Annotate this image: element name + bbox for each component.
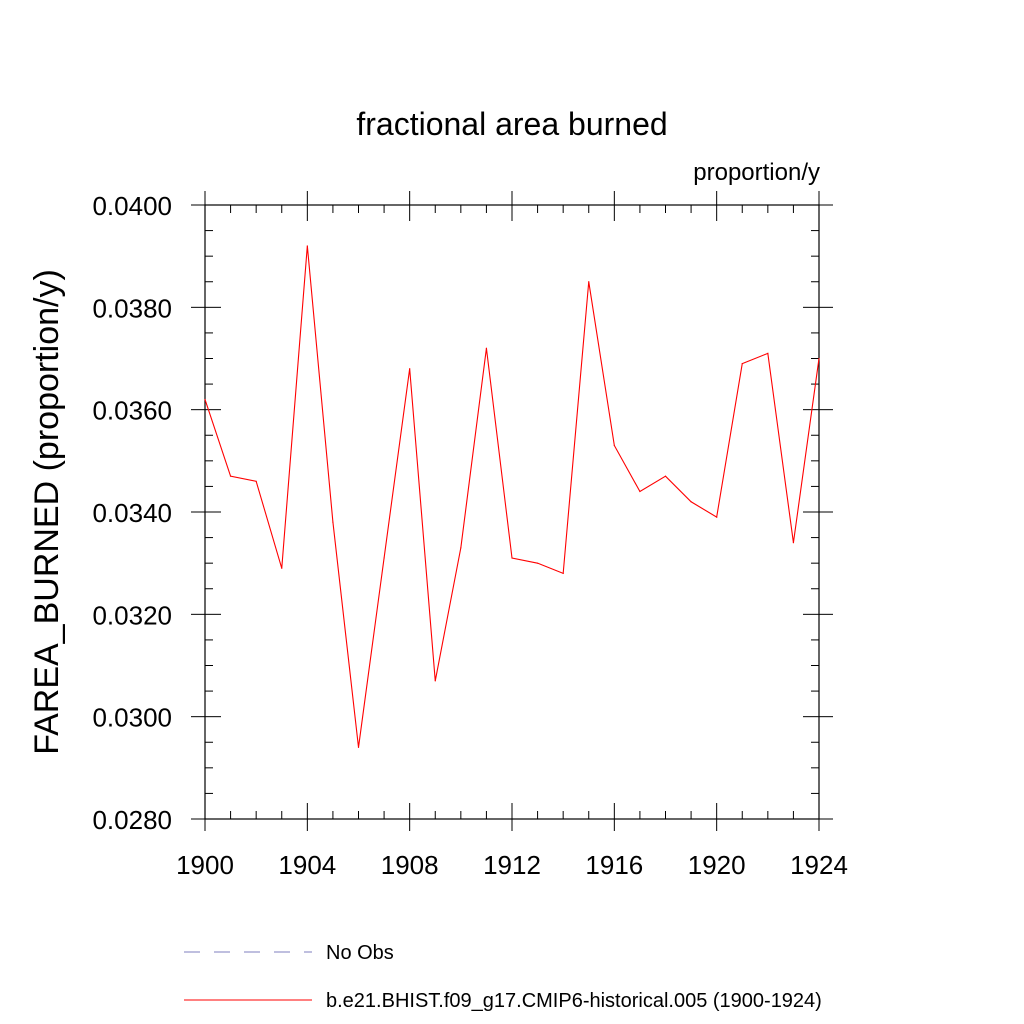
series-layer <box>204 245 820 748</box>
data-point <box>664 475 667 477</box>
chart-title: fractional area burned <box>356 106 667 142</box>
x-tick-label: 1916 <box>585 850 643 880</box>
y-axis: 0.0280 0.0300 0.0320 0.0340 0.0360 0.0380 0.04… <box>92 191 833 835</box>
data-point <box>613 444 615 447</box>
y-tick-label: 0.0380 <box>92 293 172 323</box>
legend: No Obs b.e21.BHIST.f09_g17.CMIP6-historic… <box>184 942 822 1012</box>
data-point <box>460 547 462 549</box>
data-point <box>434 680 436 682</box>
data-point <box>306 245 308 247</box>
data-point <box>818 357 820 360</box>
y-tick-label: 0.0280 <box>92 805 172 835</box>
x-tick-label: 1900 <box>176 850 234 880</box>
data-point <box>383 557 385 559</box>
data-point <box>562 572 564 575</box>
x-tick-label: 1912 <box>483 850 541 880</box>
x-tick-label: 1920 <box>688 850 746 880</box>
data-point <box>767 352 769 354</box>
x-tick-label: 1924 <box>790 850 848 880</box>
data-point <box>536 562 539 564</box>
data-point <box>281 567 283 569</box>
data-point <box>409 368 411 370</box>
y-axis-label: FAREA_BURNED (proportion/y) <box>28 269 66 755</box>
units-label: proportion/y <box>693 159 820 186</box>
data-point <box>485 347 488 349</box>
data-point <box>204 398 206 401</box>
x-tick-label: 1904 <box>278 850 336 880</box>
x-axis: 1900 1904 1908 1912 1916 1920 1924 <box>176 191 848 880</box>
data-point <box>741 363 743 365</box>
data-point <box>357 746 360 748</box>
legend-label: No Obs <box>326 942 394 964</box>
data-point <box>588 281 590 283</box>
data-point <box>332 521 334 523</box>
data-point <box>792 542 795 544</box>
series-line <box>204 245 820 748</box>
data-point <box>229 475 232 477</box>
plot-frame <box>204 204 820 820</box>
data-point <box>716 516 718 518</box>
data-point <box>511 557 513 559</box>
y-tick-label: 0.0300 <box>92 703 172 733</box>
data-point <box>255 480 257 482</box>
data-point <box>690 501 692 503</box>
y-tick-label: 0.0320 <box>92 600 172 630</box>
x-tick-label: 1908 <box>381 850 439 880</box>
legend-label: b.e21.BHIST.f09_g17.CMIP6-historical.005… <box>326 990 822 1012</box>
y-tick-label: 0.0340 <box>92 498 172 528</box>
y-tick-label: 0.0360 <box>92 396 172 426</box>
y-tick-label: 0.0400 <box>92 191 172 221</box>
data-point <box>639 490 641 493</box>
